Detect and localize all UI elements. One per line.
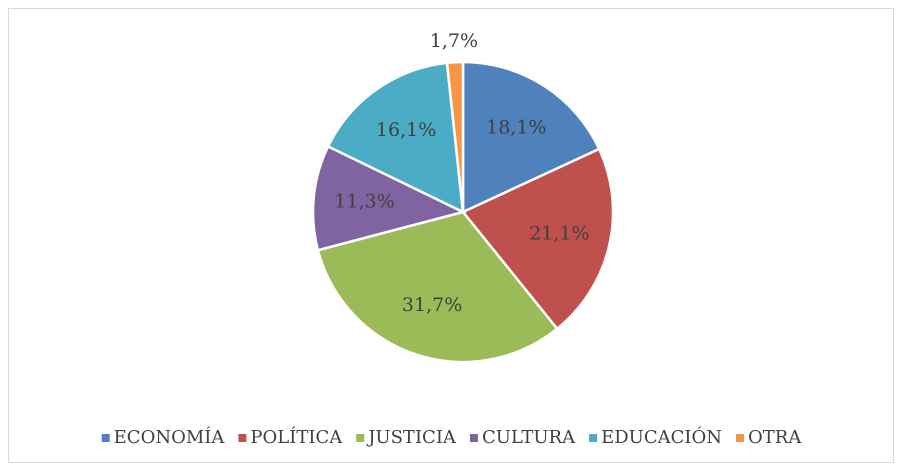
pie-slice bbox=[326, 61, 465, 215]
data-label: 18,1% bbox=[486, 117, 546, 139]
legend-label: OTRA bbox=[748, 427, 802, 448]
data-label: 31,7% bbox=[402, 294, 462, 316]
legend-swatch bbox=[589, 434, 598, 442]
legend-label: ECONOMÍA bbox=[114, 425, 226, 448]
legend-label: EDUCACIÓN bbox=[601, 425, 722, 448]
legend-swatch bbox=[736, 434, 744, 442]
pie-slice bbox=[461, 147, 615, 331]
legend-swatch bbox=[469, 434, 478, 442]
legend-swatch bbox=[238, 434, 247, 442]
data-label: 11,3% bbox=[334, 190, 394, 212]
data-label: 1,7% bbox=[430, 30, 478, 52]
data-label: 16,1% bbox=[376, 119, 436, 141]
data-label: 21,1% bbox=[529, 223, 589, 245]
legend-label: JUSTICIA bbox=[366, 427, 457, 448]
pie-slice bbox=[461, 60, 601, 214]
pie-slice bbox=[316, 210, 559, 364]
legend-label: CULTURA bbox=[482, 427, 576, 448]
legend-label: POLÍTICA bbox=[250, 425, 343, 448]
pie-slice bbox=[311, 144, 467, 252]
legend-swatch bbox=[356, 434, 365, 442]
legend-swatch bbox=[101, 434, 110, 442]
pie-slice bbox=[445, 60, 465, 213]
